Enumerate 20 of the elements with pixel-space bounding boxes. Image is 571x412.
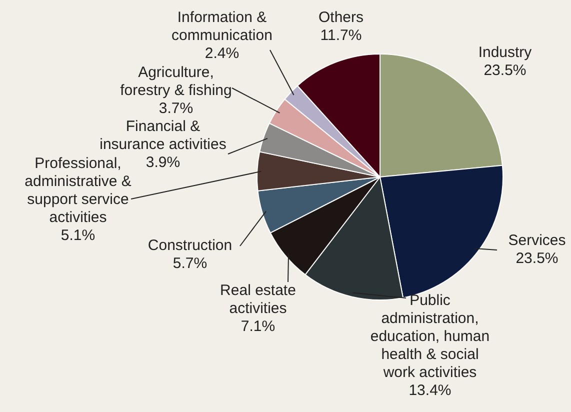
data-label: 13.4% <box>408 382 452 399</box>
slice-label: Information & communication <box>172 9 272 44</box>
data-label: 23.5% <box>516 250 558 267</box>
slice-label: Construction <box>148 237 232 254</box>
slice-label: Agriculture, forestry & fishing <box>120 64 232 99</box>
data-label: 3.7% <box>158 100 194 117</box>
slice-label: Others <box>318 9 364 26</box>
slice-label: Services <box>508 232 566 249</box>
data-label: 23.5% <box>484 62 526 79</box>
data-label: 3.9% <box>146 154 180 171</box>
slice-label: Real estate activities <box>220 282 296 317</box>
data-label: 5.1% <box>60 227 96 244</box>
slice-label: Financial & insurance activities <box>100 118 226 153</box>
data-label: 11.7% <box>320 27 362 44</box>
slice-label: Public administration, education, human health & social work activities <box>370 292 490 381</box>
data-label: 2.4% <box>204 45 240 62</box>
data-label: 7.1% <box>240 318 276 335</box>
slice-label: Professional, administrative & support service activities <box>24 155 132 226</box>
data-label: 5.7% <box>172 255 208 272</box>
slice-label: Industry <box>478 44 532 61</box>
